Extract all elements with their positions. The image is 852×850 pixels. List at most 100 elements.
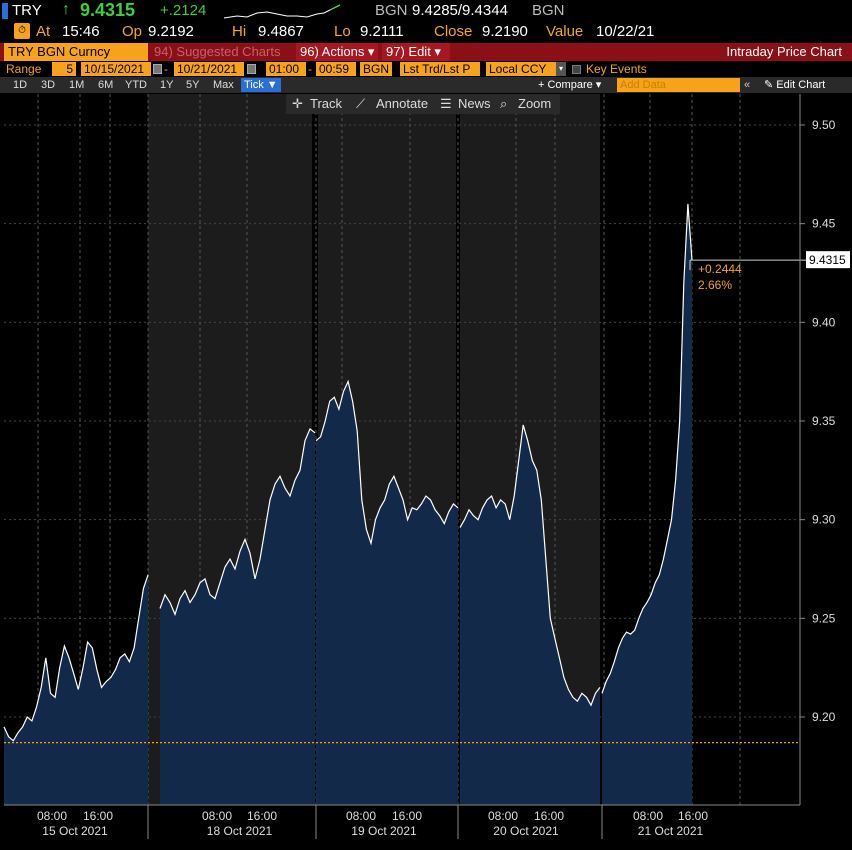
x-hour-label: 08:00 (202, 809, 232, 823)
chart-labels: +0.2444 2.66% 9.4315 9.50 9.45 9.40 9.35 9.30 9.… (37, 118, 850, 838)
chart-toolbar: ✛ Track ⟋ Annotate ☰ News ⌕ Zoom (286, 94, 560, 114)
up-arrow-icon: ↑ (62, 1, 70, 18)
price-line-day-2 (159, 427, 316, 617)
price-line-day-1 (3, 574, 149, 742)
chart-title: Intraday Price Chart (726, 44, 842, 59)
track-icon[interactable]: ✛ (292, 96, 303, 111)
open-label: Op (122, 23, 143, 40)
x-hour-label: 08:00 (346, 809, 376, 823)
last-price: 9.4315 (80, 0, 136, 20)
change-label: +0.2444 (698, 262, 742, 276)
end-date-field[interactable]: 10/21/2021 (174, 62, 244, 76)
area-day-4 (460, 424, 600, 805)
period-max[interactable]: Max (213, 79, 234, 91)
edit-menu[interactable]: 97) Edit ▾ (382, 43, 450, 61)
period-3d[interactable]: 3D (41, 79, 56, 91)
sparkline (222, 4, 342, 22)
period-1y[interactable]: 1Y (160, 79, 174, 91)
period-6m[interactable]: 6M (98, 79, 114, 91)
quote-header: TRY ↑ 9.4315 +.2124 BGN 9.4285/9.4344 BG… (0, 0, 852, 22)
range-label: Range (6, 62, 42, 76)
net-change: +.2124 (160, 2, 207, 19)
y-tick-label: 9.25 (812, 611, 836, 625)
period-row: 1D 3D 1M 6M YTD 1Y 5Y Max Tick ▼ + Compa… (0, 77, 852, 93)
range-days-field[interactable]: 5 (52, 62, 76, 76)
currency-select[interactable]: Local CCY (486, 62, 556, 76)
value-label: Value (546, 23, 584, 40)
field-select[interactable]: Lst Trd/Lst P (400, 62, 480, 76)
annotate-icon[interactable]: ⟋ (356, 96, 366, 111)
close-value: 9.2190 (482, 23, 528, 40)
period-ytd[interactable]: YTD (125, 79, 147, 91)
calendar-icon[interactable] (247, 64, 256, 74)
period-1m[interactable]: 1M (69, 79, 85, 91)
collapse-chevron-icon[interactable]: « (744, 79, 751, 91)
price-chart: +0.2444 2.66% 9.4315 9.50 9.45 9.40 9.35 9.30 9.… (3, 94, 850, 839)
end-time-field[interactable]: 00:59 (316, 62, 356, 76)
y-tick-label: 9.45 (812, 217, 836, 231)
currency-dropdown-icon[interactable]: ▾ (556, 62, 566, 76)
x-hour-label: 16:00 (534, 809, 564, 823)
y-tick-label: 9.40 (812, 315, 836, 329)
x-day-label: 18 Oct 2021 (207, 824, 273, 838)
x-hour-label: 08:00 (37, 809, 67, 823)
x-hour-label: 16:00 (247, 809, 277, 823)
bid-ask: 9.4285/9.4344 (412, 2, 508, 19)
actions-menu[interactable]: 96) Actions ▾ (296, 43, 378, 61)
clock-icon: ⏱ (14, 23, 30, 39)
start-date-field[interactable]: 10/15/2021 (81, 62, 151, 76)
close-label: Close (434, 23, 473, 40)
key-events-label: Key Events (586, 62, 647, 76)
key-events-checkbox[interactable] (572, 65, 581, 74)
compare-button[interactable]: + Compare ▾ (538, 79, 602, 91)
x-hour-label: 16:00 (678, 809, 708, 823)
x-hour-label: 16:00 (392, 809, 422, 823)
change-pct-label: 2.66% (698, 278, 732, 292)
x-hour-label: 16:00 (83, 809, 113, 823)
at-label: At (36, 23, 51, 40)
high-value: 9.4867 (258, 23, 304, 40)
low-label: Lo (334, 23, 351, 40)
price-area (3, 203, 693, 805)
x-hour-label: 08:00 (488, 809, 518, 823)
last-value-box (806, 251, 850, 269)
x-day-label: 21 Oct 2021 (638, 824, 704, 838)
y-tick-label: 9.20 (812, 710, 836, 724)
quote-detail: ⏱ At 15:46 Op 9.2192 Hi 9.4867 Lo 9.2111… (0, 22, 852, 42)
x-day-label: 20 Oct 2021 (493, 824, 559, 838)
news-button[interactable]: News (458, 96, 491, 111)
ask-source: BGN (532, 2, 565, 19)
suggested-charts-button[interactable]: 94) Suggested Charts (154, 44, 281, 59)
sparkline-graphic (223, 4, 341, 19)
bid-source: BGN (375, 2, 408, 19)
price-line-day-5 (601, 203, 693, 694)
ticker-marker (2, 3, 8, 19)
track-button[interactable]: Track (310, 96, 343, 111)
x-day-label: 19 Oct 2021 (351, 824, 417, 838)
period-tick[interactable]: Tick ▼ (241, 78, 281, 92)
security-field[interactable]: TRY BGN Curncy (4, 43, 148, 61)
period-5y[interactable]: 5Y (186, 79, 200, 91)
zoom-button[interactable]: Zoom (518, 96, 552, 111)
area-day-2 (160, 428, 315, 805)
annotate-button[interactable]: Annotate (376, 96, 429, 111)
menu-bar: TRY BGN Curncy 94) Suggested Charts 96) … (0, 43, 852, 61)
period-1d[interactable]: 1D (13, 79, 28, 91)
price-line-day-4 (459, 424, 601, 707)
low-value: 9.2111 (360, 23, 404, 40)
source-field[interactable]: BGN (360, 62, 392, 76)
calendar-icon[interactable] (153, 64, 162, 74)
y-tick-label: 9.50 (812, 118, 836, 132)
ticker-label: TRY (12, 2, 42, 19)
value-date: 10/22/21 (596, 23, 655, 40)
x-hour-label: 08:00 (633, 809, 663, 823)
gap-shade (600, 94, 604, 805)
start-time-field[interactable]: 01:00 (266, 62, 306, 76)
chart-axes (4, 94, 806, 839)
range-row: Range 5 10/15/2021 - 10/21/2021 01:00 - … (0, 61, 852, 77)
edit-chart-button[interactable]: ✎ Edit Chart (764, 79, 826, 91)
news-icon[interactable]: ☰ (440, 96, 452, 111)
zoom-icon[interactable]: ⌕ (500, 96, 508, 111)
add-data-input[interactable]: Add Data (617, 78, 740, 92)
high-label: Hi (232, 23, 247, 40)
